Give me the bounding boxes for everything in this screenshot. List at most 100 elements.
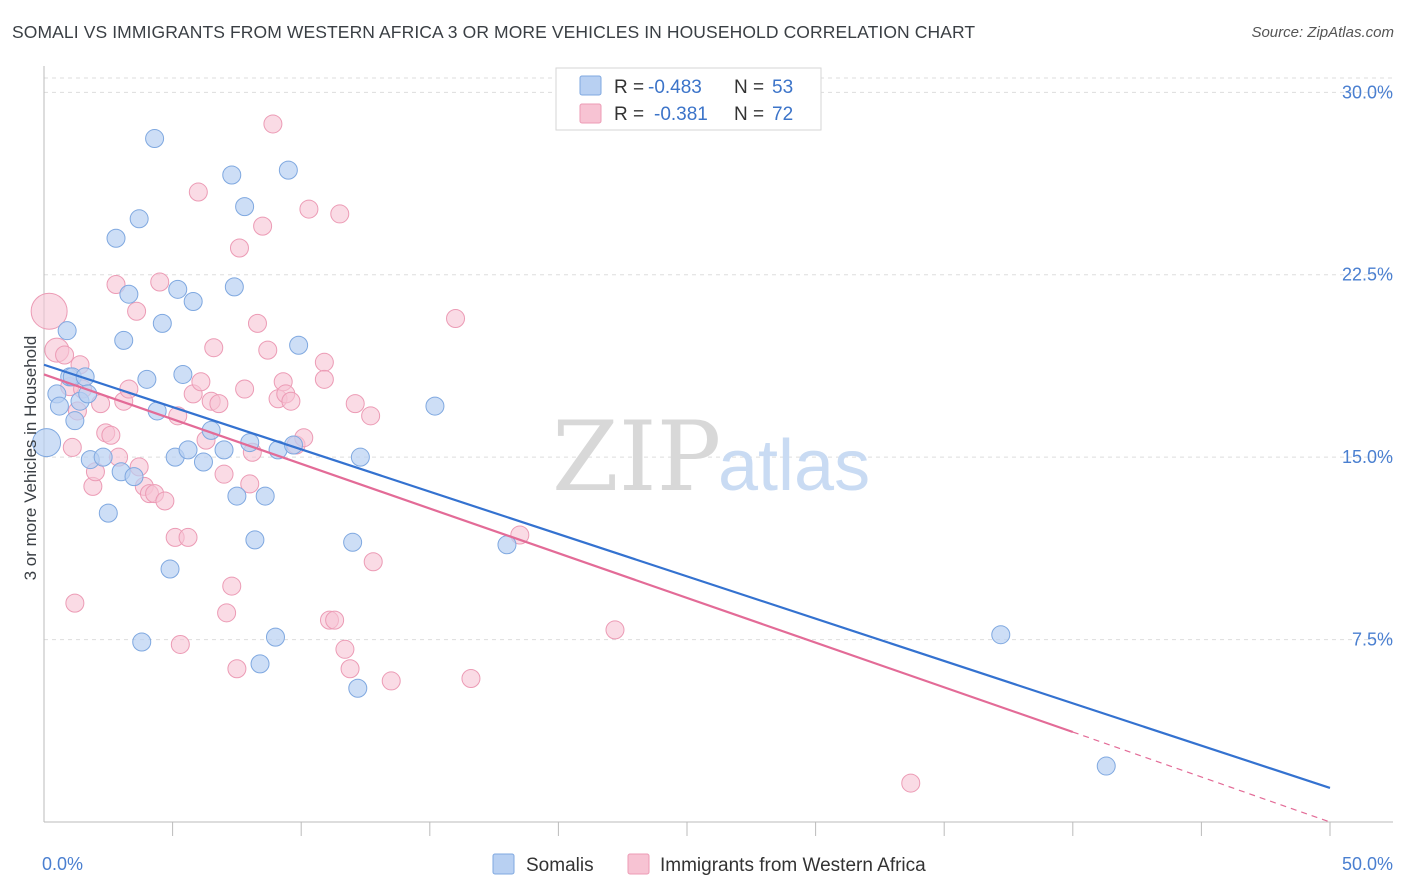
- data-point-somalis: [1096, 756, 1116, 776]
- data-point-somalis: [93, 447, 113, 467]
- data-point-western-africa: [258, 340, 278, 360]
- data-point-somalis: [106, 228, 126, 248]
- y-tick-label: 15.0%: [1342, 447, 1393, 467]
- data-point-somalis: [168, 279, 188, 299]
- x-tick-label-max: 50.0%: [1342, 854, 1393, 874]
- data-point-western-africa: [340, 659, 360, 679]
- gridlines: [44, 77, 1393, 641]
- data-point-western-africa: [191, 372, 211, 392]
- data-point-western-africa: [55, 345, 75, 365]
- legend-n-label-somalis: N =: [734, 77, 764, 98]
- tick-labels: 7.5% 15.0% 22.5% 30.0% 0.0% 50.0%: [42, 82, 1393, 874]
- data-point-western-africa: [381, 671, 401, 691]
- source-label: Source: ZipAtlas.com: [1251, 24, 1394, 41]
- data-point-somalis: [222, 165, 242, 185]
- data-point-somalis: [193, 452, 213, 472]
- data-point-western-africa: [901, 773, 921, 793]
- series-legend: Somalis Immigrants from Western Africa: [492, 853, 926, 876]
- data-point-somalis: [255, 486, 275, 506]
- legend-n-value-western-africa: 72: [772, 104, 793, 125]
- legend-swatch-somalis: [579, 75, 602, 96]
- bottom-legend-swatch-western-africa: [627, 853, 650, 875]
- data-point-western-africa: [335, 639, 355, 659]
- data-point-western-africa: [363, 552, 383, 572]
- data-point-somalis: [178, 440, 198, 460]
- data-point-somalis: [132, 632, 152, 652]
- data-point-somalis: [49, 396, 69, 416]
- data-point-somalis: [227, 486, 247, 506]
- data-point-western-africa: [204, 338, 224, 358]
- data-point-somalis: [119, 284, 139, 304]
- legend-r-label-somalis: R =: [614, 77, 644, 98]
- data-point-somalis: [137, 369, 157, 389]
- data-point-somalis: [224, 277, 244, 297]
- data-point-western-africa: [101, 425, 121, 445]
- data-point-western-africa: [170, 634, 190, 654]
- bottom-legend-label-western-africa: Immigrants from Western Africa: [660, 855, 926, 876]
- legend-r-value-western-africa: -0.381: [654, 104, 708, 125]
- data-point-western-africa: [446, 309, 466, 329]
- chart-title: SOMALI VS IMMIGRANTS FROM WESTERN AFRICA…: [12, 22, 976, 42]
- data-point-somalis: [145, 129, 165, 149]
- data-point-western-africa: [222, 576, 242, 596]
- data-point-somalis: [235, 197, 255, 217]
- legend-r-value-somalis: -0.483: [648, 77, 702, 98]
- trend-lines: [43, 363, 1331, 823]
- legend-r-label-western-africa: R =: [614, 104, 644, 125]
- data-point-western-africa: [461, 668, 481, 688]
- data-point-somalis: [173, 364, 193, 384]
- data-point-western-africa: [217, 603, 237, 623]
- data-point-somalis: [350, 447, 370, 467]
- trend-line-somalis: [43, 363, 1331, 789]
- data-point-western-africa: [150, 272, 170, 292]
- data-point-western-africa: [229, 238, 249, 258]
- data-point-somalis: [425, 396, 445, 416]
- data-point-somalis: [114, 330, 134, 350]
- data-point-somalis: [991, 625, 1011, 645]
- data-point-western-africa: [209, 394, 229, 414]
- data-point-western-africa: [127, 301, 147, 321]
- trend-line-western-africa: [43, 373, 1074, 734]
- data-point-western-africa: [155, 491, 175, 511]
- data-point-western-africa: [263, 114, 283, 134]
- data-point-somalis: [289, 335, 309, 355]
- legend-n-label-western-africa: N =: [734, 104, 764, 125]
- correlation-legend: R = -0.483 N = 53 R = -0.381 N = 72: [555, 67, 822, 131]
- data-point-somalis: [183, 291, 203, 311]
- series-somalis: [32, 129, 1116, 776]
- data-point-western-africa: [299, 199, 319, 219]
- legend-swatch-western-africa: [579, 103, 602, 124]
- data-point-western-africa: [188, 182, 208, 202]
- data-point-western-africa: [235, 379, 255, 399]
- data-point-western-africa: [178, 527, 198, 547]
- data-point-somalis: [152, 313, 172, 333]
- trend-line-western-africa-extension: [1072, 731, 1331, 823]
- data-point-somalis: [278, 160, 298, 180]
- y-axis-label: 3 or more Vehicles in Household: [21, 336, 40, 581]
- data-point-somalis: [214, 440, 234, 460]
- y-tick-label: 30.0%: [1342, 82, 1393, 102]
- data-point-western-africa: [62, 437, 82, 457]
- data-point-western-africa: [605, 620, 625, 640]
- data-point-somalis: [265, 627, 285, 647]
- y-tick-label: 22.5%: [1342, 265, 1393, 285]
- data-point-western-africa: [214, 464, 234, 484]
- watermark-atlas: atlas: [718, 426, 870, 506]
- data-point-western-africa: [253, 216, 273, 236]
- data-point-somalis: [348, 678, 368, 698]
- data-point-western-africa: [65, 593, 85, 613]
- bottom-legend-label-somalis: Somalis: [526, 855, 594, 876]
- data-point-somalis: [129, 209, 149, 229]
- data-point-somalis: [124, 467, 144, 487]
- bottom-legend-swatch-somalis: [492, 853, 515, 875]
- data-point-somalis: [160, 559, 180, 579]
- data-point-western-africa: [330, 204, 350, 224]
- data-point-western-africa: [361, 406, 381, 426]
- data-point-western-africa: [325, 610, 345, 630]
- data-point-somalis: [65, 411, 85, 431]
- data-point-western-africa: [106, 274, 126, 294]
- data-point-western-africa: [227, 659, 247, 679]
- data-point-somalis: [250, 654, 270, 674]
- data-point-somalis: [343, 532, 363, 552]
